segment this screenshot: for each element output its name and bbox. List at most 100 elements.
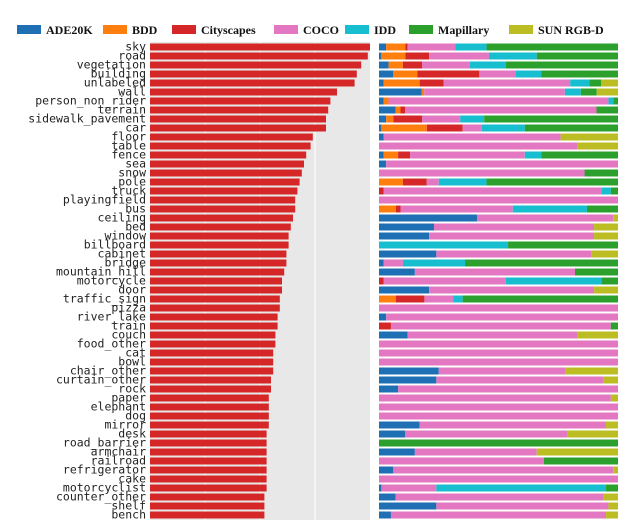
category-label: snow	[118, 166, 146, 180]
segment-couch-ade20k	[379, 331, 408, 339]
segment-truck-mapillary	[610, 187, 618, 195]
segment-traffic_sign-coco	[424, 295, 454, 303]
category-label: unlabeled	[84, 76, 146, 90]
left-bar-couch	[150, 331, 276, 339]
segment-road-bdd	[381, 52, 406, 60]
segment-truck-coco	[383, 187, 602, 195]
segment-food_other-coco	[379, 340, 618, 348]
segment-pole-mapillary	[486, 178, 618, 186]
left-bar-pole	[150, 178, 300, 186]
segment-fence-ade20k	[379, 151, 384, 159]
category-label: elephant	[91, 400, 146, 414]
left-bar-sea	[150, 160, 304, 168]
left-bar-terrain	[150, 106, 329, 114]
segment-river_lake-coco	[386, 313, 618, 321]
legend-swatch-mapillary	[409, 25, 433, 34]
segment-motorcyclist-idd	[436, 484, 607, 492]
segment-mirror-coco	[419, 421, 607, 429]
category-label: building	[91, 67, 146, 81]
segment-sidewalk_pavement-idd	[460, 115, 485, 123]
segment-terrain-cityscapes	[400, 106, 406, 114]
segment-counter_other-coco	[395, 493, 604, 501]
segment-bus-coco	[400, 205, 513, 213]
segment-curtain_other-coco	[436, 376, 604, 384]
segment-shelf-sun-rgb-d	[608, 502, 618, 510]
segment-fence-bdd	[383, 151, 399, 159]
segment-chair_other-ade20k	[379, 367, 439, 375]
left-bar-playingfield	[150, 196, 296, 204]
legend-swatch-sun-rgb-d	[509, 25, 533, 34]
left-bar-road_barrier	[150, 439, 267, 447]
category-label: window	[104, 229, 146, 243]
category-label: vegetation	[77, 58, 146, 72]
segment-shelf-ade20k	[379, 502, 437, 510]
segment-terrain-mapillary	[596, 106, 618, 114]
segment-person_non_rider-bdd	[383, 97, 389, 105]
segment-train-mapillary	[610, 322, 618, 330]
segment-traffic_sign-mapillary	[462, 295, 618, 303]
category-label: bowl	[118, 355, 146, 369]
category-label: bus	[125, 202, 146, 216]
left-bar-pizza	[150, 304, 280, 312]
segment-bench-ade20k	[379, 511, 391, 519]
segment-refrigerator-ade20k	[379, 466, 394, 474]
category-label: motorcyclist	[63, 481, 146, 495]
segment-building-coco	[479, 70, 516, 78]
segment-building-mapillary	[541, 70, 618, 78]
segment-snow-coco	[379, 169, 585, 177]
category-label: shelf	[111, 499, 146, 513]
segment-truck-idd	[601, 187, 611, 195]
segment-person_non_rider-ade20k	[379, 97, 384, 105]
segment-sky-idd	[455, 43, 487, 51]
segment-sky-coco	[407, 43, 456, 51]
legend-swatch-idd	[345, 25, 369, 34]
category-label: bench	[111, 508, 146, 520]
segment-truck-cityscapes	[379, 187, 384, 195]
category-label: sea	[125, 157, 146, 171]
left-bar-shelf	[150, 502, 265, 510]
segment-car-ade20k	[379, 124, 382, 132]
segment-chair_other-sun-rgb-d	[565, 367, 618, 375]
segment-wall-mapillary	[580, 88, 597, 96]
left-bar-paper	[150, 394, 269, 402]
category-label: wall	[118, 85, 146, 99]
segment-traffic_sign-cityscapes	[395, 295, 425, 303]
category-label: door	[118, 283, 146, 297]
segment-unlabeled-coco	[443, 79, 571, 87]
category-label: paper	[111, 391, 146, 405]
category-labels: skyroadvegetationbuildingunlabeledwallpe…	[28, 40, 146, 520]
left-bar-window	[150, 232, 289, 240]
legend-label: SUN RGB-D	[538, 23, 604, 37]
legend-label: Mapillary	[438, 23, 489, 37]
category-label: truck	[111, 184, 146, 198]
left-bar-armchair	[150, 448, 267, 456]
segment-mirror-sun-rgb-d	[606, 421, 618, 429]
category-label: sky	[125, 40, 146, 54]
segment-vegetation-ade20k	[379, 61, 389, 69]
category-label: armchair	[91, 445, 146, 459]
left-bar-river_lake	[150, 313, 278, 321]
segment-sky-mapillary	[486, 43, 618, 51]
category-label: bridge	[104, 256, 146, 270]
category-label: sidewalk_pavement	[28, 112, 146, 126]
left-bar-unlabeled	[150, 79, 355, 87]
segment-billboard-mapillary	[508, 241, 618, 249]
legend-label: COCO	[303, 23, 339, 37]
segment-rock-coco	[398, 385, 618, 393]
segment-counter_other-sun-rgb-d	[603, 493, 618, 501]
left-bar-motorcyclist	[150, 484, 267, 492]
segment-car-idd	[481, 124, 525, 132]
left-bar-fence	[150, 151, 307, 159]
left-bar-train	[150, 322, 278, 330]
segment-cabinet-coco	[436, 250, 592, 258]
segment-person_non_rider-idd	[608, 97, 614, 105]
left-bar-railroad	[150, 457, 267, 465]
segment-bridge-mapillary	[465, 259, 618, 267]
segment-traffic_sign-idd	[453, 295, 463, 303]
segment-rock-ade20k	[379, 385, 399, 393]
category-label: couch	[111, 328, 146, 342]
segment-bench-sun-rgb-d	[606, 511, 618, 519]
left-bar-mirror	[150, 421, 269, 429]
segment-building-cityscapes	[417, 70, 480, 78]
